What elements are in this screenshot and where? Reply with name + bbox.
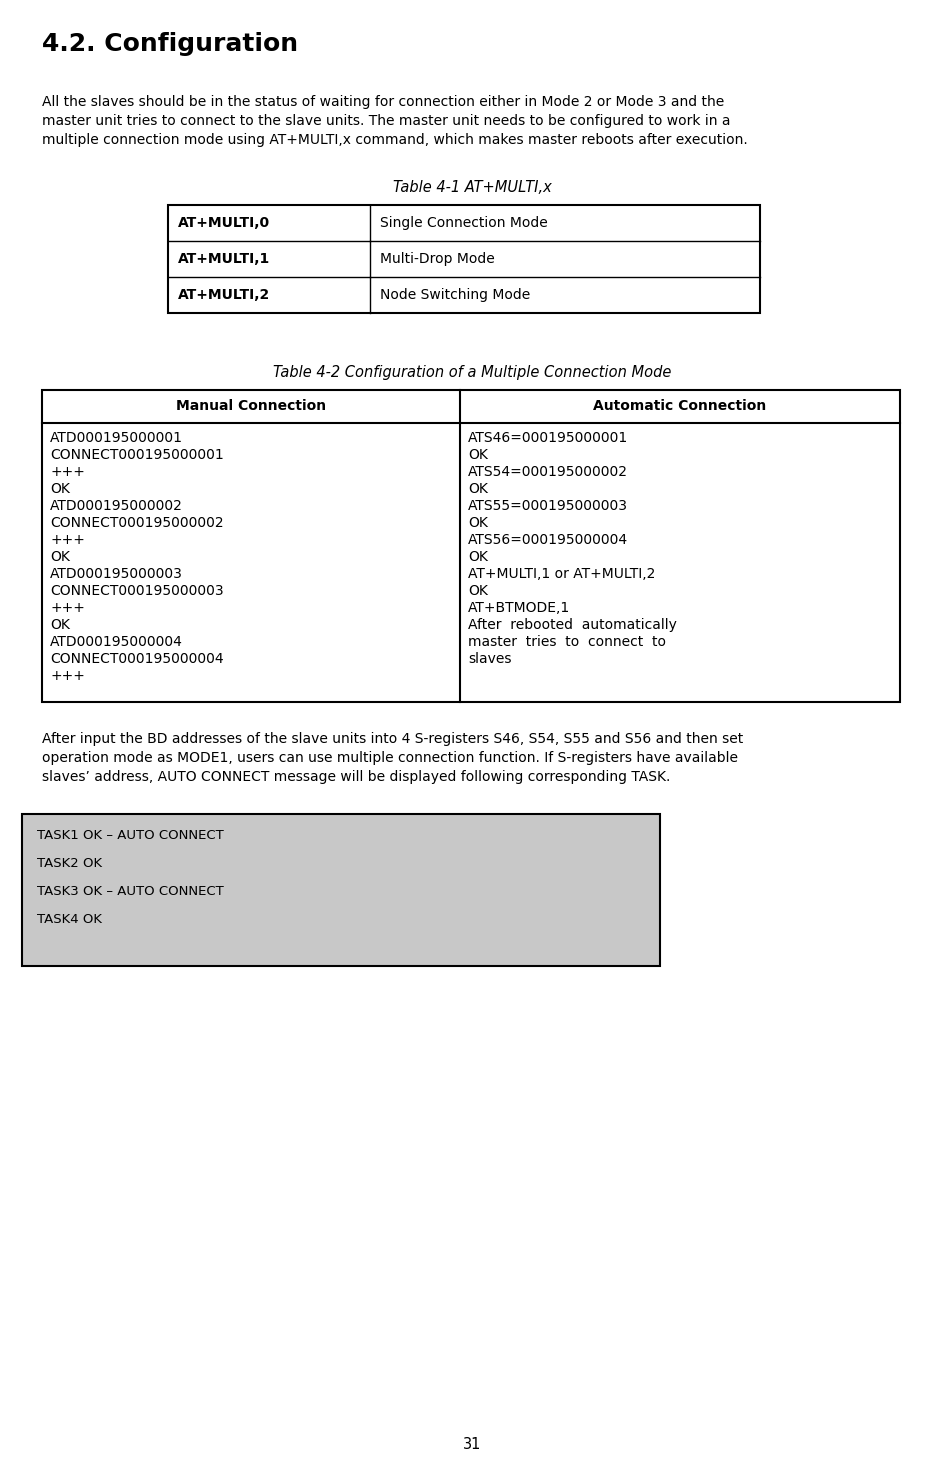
- Text: multiple connection mode using AT+MULTI,x command, which makes master reboots af: multiple connection mode using AT+MULTI,…: [42, 133, 748, 146]
- Text: After  rebooted  automatically: After rebooted automatically: [468, 618, 677, 631]
- Text: TASK2 OK: TASK2 OK: [37, 857, 102, 870]
- Text: Node Switching Mode: Node Switching Mode: [380, 289, 531, 302]
- Text: ATS56=000195000004: ATS56=000195000004: [468, 533, 628, 546]
- Text: +++: +++: [50, 670, 85, 683]
- Text: ATD000195000002: ATD000195000002: [50, 500, 183, 513]
- Text: OK: OK: [468, 448, 488, 461]
- Text: Table 4-2 Configuration of a Multiple Connection Mode: Table 4-2 Configuration of a Multiple Co…: [273, 365, 671, 379]
- Text: AT+MULTI,1 or AT+MULTI,2: AT+MULTI,1 or AT+MULTI,2: [468, 567, 655, 582]
- Text: OK: OK: [468, 516, 488, 530]
- Text: +++: +++: [50, 464, 85, 479]
- Text: AT+MULTI,2: AT+MULTI,2: [178, 289, 270, 302]
- Text: OK: OK: [468, 482, 488, 497]
- Text: ATD000195000001: ATD000195000001: [50, 431, 183, 445]
- Text: Table 4-1 AT+MULTI,x: Table 4-1 AT+MULTI,x: [393, 180, 551, 195]
- Text: ATD000195000004: ATD000195000004: [50, 634, 183, 649]
- Text: ATS46=000195000001: ATS46=000195000001: [468, 431, 629, 445]
- Text: AT+BTMODE,1: AT+BTMODE,1: [468, 601, 570, 615]
- Text: CONNECT000195000003: CONNECT000195000003: [50, 585, 224, 598]
- Text: CONNECT000195000002: CONNECT000195000002: [50, 516, 224, 530]
- Text: ATD000195000003: ATD000195000003: [50, 567, 183, 582]
- Text: AT+MULTI,0: AT+MULTI,0: [178, 215, 270, 230]
- Bar: [22, 815, 660, 965]
- Text: operation mode as MODE1, users can use multiple connection function. If S-regist: operation mode as MODE1, users can use m…: [42, 752, 738, 765]
- Text: CONNECT000195000001: CONNECT000195000001: [50, 448, 224, 461]
- Text: 31: 31: [463, 1437, 481, 1452]
- Text: +++: +++: [50, 533, 85, 546]
- Text: ATS55=000195000003: ATS55=000195000003: [468, 500, 628, 513]
- Text: CONNECT000195000004: CONNECT000195000004: [50, 652, 224, 667]
- Text: ATS54=000195000002: ATS54=000195000002: [468, 464, 628, 479]
- Text: OK: OK: [50, 482, 70, 497]
- Bar: [168, 205, 760, 314]
- Text: TASK1 OK – AUTO CONNECT: TASK1 OK – AUTO CONNECT: [37, 829, 224, 842]
- Text: TASK4 OK: TASK4 OK: [37, 913, 102, 926]
- Text: Single Connection Mode: Single Connection Mode: [380, 215, 548, 230]
- Text: OK: OK: [468, 549, 488, 564]
- Text: slaves: slaves: [468, 652, 512, 667]
- Text: AT+MULTI,1: AT+MULTI,1: [178, 252, 270, 267]
- Text: After input the BD addresses of the slave units into 4 S-registers S46, S54, S55: After input the BD addresses of the slav…: [42, 732, 743, 746]
- Text: 4.2. Configuration: 4.2. Configuration: [42, 32, 298, 56]
- Text: slaves’ address, AUTO CONNECT message will be displayed following corresponding : slaves’ address, AUTO CONNECT message wi…: [42, 771, 670, 784]
- Text: OK: OK: [50, 618, 70, 631]
- Bar: [42, 390, 900, 702]
- Text: OK: OK: [468, 585, 488, 598]
- Text: OK: OK: [50, 549, 70, 564]
- Text: Manual Connection: Manual Connection: [176, 400, 326, 413]
- Text: master unit tries to connect to the slave units. The master unit needs to be con: master unit tries to connect to the slav…: [42, 114, 731, 127]
- Text: TASK3 OK – AUTO CONNECT: TASK3 OK – AUTO CONNECT: [37, 885, 224, 898]
- Text: Automatic Connection: Automatic Connection: [594, 400, 767, 413]
- Text: All the slaves should be in the status of waiting for connection either in Mode : All the slaves should be in the status o…: [42, 95, 724, 108]
- Text: master  tries  to  connect  to: master tries to connect to: [468, 634, 666, 649]
- Text: Multi-Drop Mode: Multi-Drop Mode: [380, 252, 495, 267]
- Text: +++: +++: [50, 601, 85, 615]
